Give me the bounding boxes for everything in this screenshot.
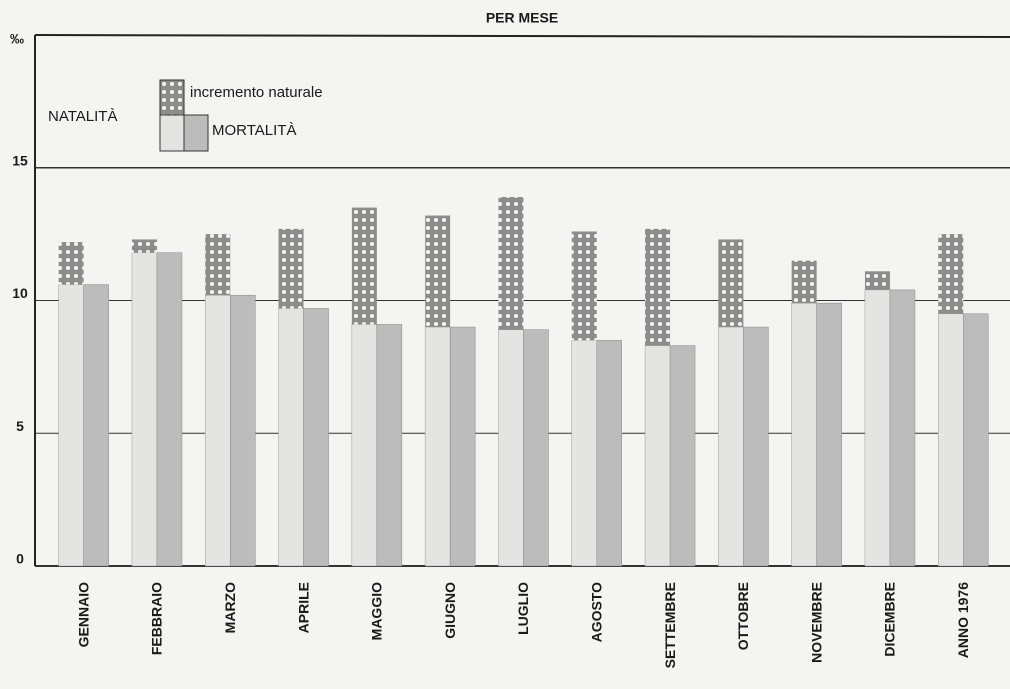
y-axis-label: ‰: [10, 31, 24, 47]
chart-title: PER MESE: [486, 10, 558, 26]
x-tick-label: APRILE: [295, 582, 311, 633]
natality-bar: [351, 324, 378, 567]
natality-bar: [131, 252, 158, 567]
increment-bar: [718, 239, 744, 328]
top-border: [34, 34, 1010, 38]
x-tick-label: AGOSTO: [588, 582, 604, 643]
natality-bar: [205, 294, 231, 567]
natality-bar: [571, 340, 597, 567]
increment-bar: [571, 231, 597, 341]
increment-bar: [205, 234, 231, 296]
x-tick-label: MARZO: [222, 582, 238, 633]
x-tick-label: GIUGNO: [442, 582, 458, 639]
x-tick-label: LUGLIO: [515, 582, 531, 635]
natality-bar: [58, 284, 84, 567]
mortality-bar: [889, 289, 916, 567]
increment-bar: [864, 271, 890, 290]
mortality-bar: [523, 329, 549, 567]
natality-bar: [791, 302, 817, 567]
mortality-bar: [963, 313, 989, 567]
x-tick-label: GENNAIO: [75, 582, 91, 647]
natality-bar: [278, 308, 304, 567]
x-tick-label: MAGGIO: [369, 582, 385, 640]
y-tick-label: 0: [16, 551, 24, 567]
x-tick-label: OTTOBRE: [735, 582, 751, 650]
natality-bar: [424, 326, 451, 567]
legend-label: NATALITÀ: [48, 108, 117, 125]
x-tick-label: SETTEMBRE: [662, 582, 678, 668]
legend-swatch: [159, 79, 185, 116]
mortality-bar: [230, 294, 256, 567]
mortality-bar: [669, 345, 696, 567]
increment-bar: [645, 228, 671, 346]
increment-bar: [278, 228, 304, 309]
legend-label: incremento naturale: [190, 84, 323, 101]
natality-bar: [498, 329, 524, 567]
x-tick-label: DICEMBRE: [882, 582, 898, 657]
mortality-bar: [816, 302, 842, 567]
increment-bar: [498, 196, 524, 330]
mortality-bar: [376, 324, 403, 567]
natality-bar: [864, 289, 891, 567]
increment-bar: [425, 215, 451, 328]
legend-swatch: [159, 114, 185, 152]
y-tick-label: 10: [12, 285, 28, 301]
increment-bar: [58, 242, 84, 285]
mortality-bar: [303, 308, 329, 567]
legend-label: MORTALITÀ: [212, 122, 296, 139]
y-tick-label: 5: [16, 418, 24, 434]
y-tick-label: 15: [12, 152, 28, 168]
natality-bar: [938, 313, 964, 567]
mortality-bar: [743, 326, 769, 567]
mortality-bar: [449, 326, 476, 567]
increment-bar: [938, 234, 964, 314]
mortality-bar: [156, 252, 183, 567]
legend: incremento naturale NATALITÀ MORTALITÀ: [48, 79, 323, 152]
legend-swatch: [183, 114, 209, 152]
increment-bar: [791, 260, 817, 304]
natality-bar: [644, 345, 671, 567]
increment-bar: [131, 239, 157, 253]
natality-bar: [718, 326, 744, 567]
x-tick-label: FEBBRAIO: [149, 582, 165, 655]
increment-bar: [351, 207, 377, 325]
x-tick-label: ANNO 1976: [955, 582, 971, 658]
mortality-bar: [83, 284, 109, 567]
x-tick-label: NOVEMBRE: [808, 582, 824, 663]
mortality-bar: [596, 340, 622, 567]
